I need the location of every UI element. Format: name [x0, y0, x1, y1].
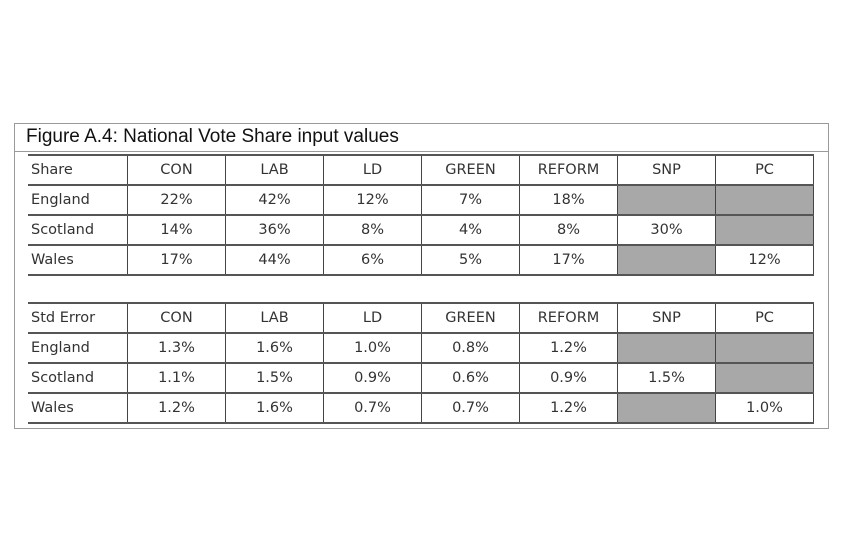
value-cell: 22%: [127, 184, 226, 216]
row-label: England: [28, 332, 128, 364]
table-row: Wales 1.2% 1.6% 0.7% 0.7% 1.2% 1.0%: [28, 392, 814, 424]
na-cell: [617, 332, 716, 364]
na-cell: [715, 332, 814, 364]
row-label: England: [28, 184, 128, 216]
table-row: England 1.3% 1.6% 1.0% 0.8% 1.2%: [28, 332, 814, 364]
table-row: Wales 17% 44% 6% 5% 17% 12%: [28, 244, 814, 276]
value-cell: 1.0%: [715, 392, 814, 424]
header-row: Share CON LAB LD GREEN REFORM SNP PC: [28, 154, 814, 186]
std-error-table: Std Error CON LAB LD GREEN REFORM SNP PC England…: [28, 302, 814, 424]
value-cell: 1.0%: [323, 332, 422, 364]
figure-title: Figure A.4: National Vote Share input va…: [14, 123, 829, 152]
value-cell: 0.8%: [421, 332, 520, 364]
column-header: LD: [323, 154, 422, 186]
header-row: Std Error CON LAB LD GREEN REFORM SNP PC: [28, 302, 814, 334]
row-label: Scotland: [28, 214, 128, 246]
column-header: LAB: [225, 302, 324, 334]
figure-frame: [14, 123, 829, 429]
row-label: Wales: [28, 244, 128, 276]
value-cell: 0.7%: [323, 392, 422, 424]
table-row: Scotland 14% 36% 8% 4% 8% 30%: [28, 214, 814, 246]
value-cell: 18%: [519, 184, 618, 216]
value-cell: 1.2%: [519, 332, 618, 364]
na-cell: [715, 362, 814, 394]
na-cell: [617, 184, 716, 216]
value-cell: 1.2%: [127, 392, 226, 424]
na-cell: [617, 392, 716, 424]
column-header: SNP: [617, 154, 716, 186]
na-cell: [715, 184, 814, 216]
value-cell: 0.9%: [323, 362, 422, 394]
value-cell: 1.6%: [225, 392, 324, 424]
column-header: REFORM: [519, 154, 618, 186]
share-table: Share CON LAB LD GREEN REFORM SNP PC England 22% 4…: [28, 154, 814, 276]
value-cell: 8%: [323, 214, 422, 246]
value-cell: 0.6%: [421, 362, 520, 394]
na-cell: [715, 214, 814, 246]
column-header: PC: [715, 154, 814, 186]
na-cell: [617, 244, 716, 276]
column-header: CON: [127, 302, 226, 334]
value-cell: 1.1%: [127, 362, 226, 394]
table-row: Scotland 1.1% 1.5% 0.9% 0.6% 0.9% 1.5%: [28, 362, 814, 394]
column-header: LD: [323, 302, 422, 334]
value-cell: 5%: [421, 244, 520, 276]
value-cell: 0.7%: [421, 392, 520, 424]
value-cell: 7%: [421, 184, 520, 216]
column-header: GREEN: [421, 154, 520, 186]
value-cell: 42%: [225, 184, 324, 216]
column-header: PC: [715, 302, 814, 334]
value-cell: 17%: [127, 244, 226, 276]
column-header: Std Error: [28, 302, 128, 334]
value-cell: 0.9%: [519, 362, 618, 394]
value-cell: 1.3%: [127, 332, 226, 364]
column-header: CON: [127, 154, 226, 186]
value-cell: 6%: [323, 244, 422, 276]
column-header: SNP: [617, 302, 716, 334]
row-label: Scotland: [28, 362, 128, 394]
value-cell: 8%: [519, 214, 618, 246]
value-cell: 1.5%: [617, 362, 716, 394]
value-cell: 36%: [225, 214, 324, 246]
row-label: Wales: [28, 392, 128, 424]
value-cell: 17%: [519, 244, 618, 276]
value-cell: 1.6%: [225, 332, 324, 364]
column-header: GREEN: [421, 302, 520, 334]
column-header: LAB: [225, 154, 324, 186]
value-cell: 12%: [715, 244, 814, 276]
value-cell: 12%: [323, 184, 422, 216]
value-cell: 30%: [617, 214, 716, 246]
column-header: Share: [28, 154, 128, 186]
value-cell: 4%: [421, 214, 520, 246]
value-cell: 44%: [225, 244, 324, 276]
table-row: England 22% 42% 12% 7% 18%: [28, 184, 814, 216]
value-cell: 1.2%: [519, 392, 618, 424]
value-cell: 1.5%: [225, 362, 324, 394]
column-header: REFORM: [519, 302, 618, 334]
value-cell: 14%: [127, 214, 226, 246]
